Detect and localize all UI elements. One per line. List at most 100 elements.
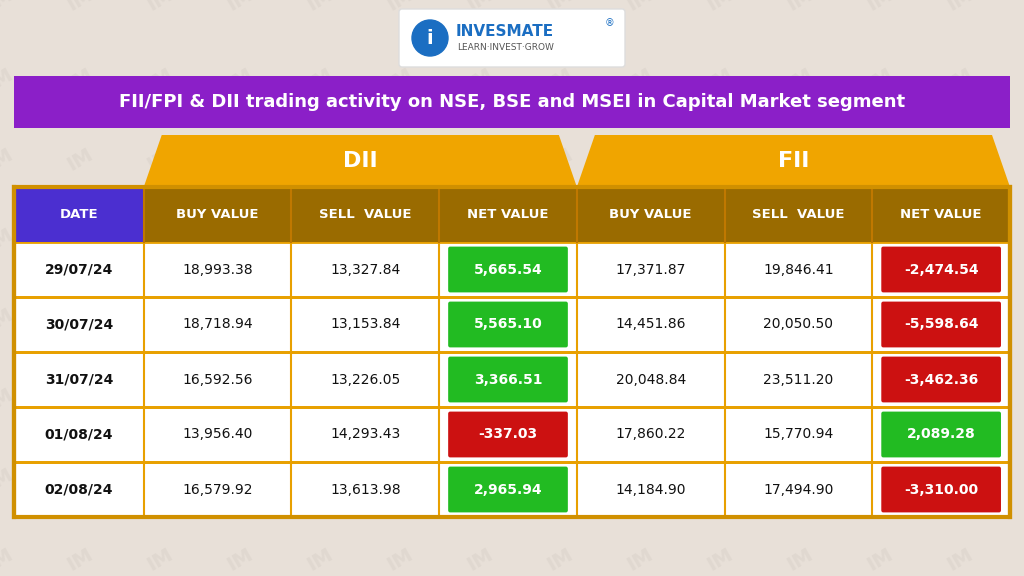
Text: IM: IM bbox=[464, 305, 497, 335]
Text: LEARN·INVEST·GROW: LEARN·INVEST·GROW bbox=[457, 43, 554, 51]
Text: IM: IM bbox=[384, 305, 416, 335]
Text: 01/08/24: 01/08/24 bbox=[45, 427, 113, 441]
Text: IM: IM bbox=[464, 545, 497, 575]
Text: IM: IM bbox=[464, 225, 497, 255]
FancyBboxPatch shape bbox=[882, 467, 1001, 513]
Text: IM: IM bbox=[304, 65, 336, 95]
Text: IM: IM bbox=[143, 65, 176, 95]
Text: BUY VALUE: BUY VALUE bbox=[609, 208, 692, 221]
Text: 2,089.28: 2,089.28 bbox=[907, 427, 976, 441]
Text: IM: IM bbox=[783, 305, 816, 335]
FancyBboxPatch shape bbox=[449, 467, 568, 513]
Text: 13,613.98: 13,613.98 bbox=[330, 483, 400, 497]
Text: IM: IM bbox=[143, 145, 176, 175]
Text: IM: IM bbox=[864, 0, 896, 15]
Text: IM: IM bbox=[464, 385, 497, 415]
Text: SELL  VALUE: SELL VALUE bbox=[753, 208, 845, 221]
Text: IM: IM bbox=[384, 0, 416, 15]
Text: 31/07/24: 31/07/24 bbox=[45, 373, 113, 386]
Text: 19,846.41: 19,846.41 bbox=[763, 263, 834, 276]
Text: IM: IM bbox=[304, 145, 336, 175]
Text: IM: IM bbox=[63, 0, 96, 15]
Text: IM: IM bbox=[783, 225, 816, 255]
Text: IM: IM bbox=[143, 465, 176, 495]
Text: IM: IM bbox=[703, 305, 736, 335]
Text: IM: IM bbox=[63, 465, 96, 495]
Text: IM: IM bbox=[304, 465, 336, 495]
Text: IM: IM bbox=[703, 65, 736, 95]
Text: IM: IM bbox=[944, 65, 976, 95]
Text: IM: IM bbox=[63, 305, 96, 335]
Text: 20,050.50: 20,050.50 bbox=[764, 317, 834, 332]
Text: 14,451.86: 14,451.86 bbox=[615, 317, 686, 332]
Text: IM: IM bbox=[624, 305, 656, 335]
Text: 18,993.38: 18,993.38 bbox=[182, 263, 253, 276]
Text: IM: IM bbox=[864, 385, 896, 415]
Text: IM: IM bbox=[143, 385, 176, 415]
Text: IM: IM bbox=[944, 385, 976, 415]
Text: IM: IM bbox=[143, 225, 176, 255]
FancyBboxPatch shape bbox=[449, 302, 568, 347]
FancyBboxPatch shape bbox=[449, 247, 568, 293]
Text: IM: IM bbox=[703, 385, 736, 415]
Text: IM: IM bbox=[143, 545, 176, 575]
Text: IM: IM bbox=[0, 305, 16, 335]
Text: IM: IM bbox=[63, 385, 96, 415]
Text: IM: IM bbox=[864, 305, 896, 335]
Text: IM: IM bbox=[944, 305, 976, 335]
Text: i: i bbox=[427, 28, 433, 47]
Text: IM: IM bbox=[63, 545, 96, 575]
Text: -3,310.00: -3,310.00 bbox=[904, 483, 978, 497]
Text: IM: IM bbox=[544, 225, 577, 255]
FancyBboxPatch shape bbox=[882, 412, 1001, 457]
FancyBboxPatch shape bbox=[14, 187, 143, 242]
FancyBboxPatch shape bbox=[14, 76, 1010, 128]
Text: 2,965.94: 2,965.94 bbox=[474, 483, 543, 497]
Text: IM: IM bbox=[224, 145, 256, 175]
Text: IM: IM bbox=[624, 465, 656, 495]
Text: 23,511.20: 23,511.20 bbox=[763, 373, 834, 386]
Text: IM: IM bbox=[464, 65, 497, 95]
Text: 02/08/24: 02/08/24 bbox=[45, 483, 113, 497]
Text: 3,366.51: 3,366.51 bbox=[474, 373, 543, 386]
Text: IM: IM bbox=[224, 545, 256, 575]
Text: IM: IM bbox=[944, 0, 976, 15]
Text: 13,226.05: 13,226.05 bbox=[330, 373, 400, 386]
Text: 14,184.90: 14,184.90 bbox=[615, 483, 686, 497]
Polygon shape bbox=[577, 135, 1010, 187]
Text: IM: IM bbox=[624, 0, 656, 15]
Text: IM: IM bbox=[864, 465, 896, 495]
Text: IM: IM bbox=[224, 385, 256, 415]
Text: IM: IM bbox=[703, 0, 736, 15]
Text: IM: IM bbox=[944, 145, 976, 175]
Text: 18,718.94: 18,718.94 bbox=[182, 317, 253, 332]
Text: IM: IM bbox=[783, 0, 816, 15]
Text: 13,153.84: 13,153.84 bbox=[330, 317, 400, 332]
Text: DII: DII bbox=[343, 151, 378, 171]
Text: IM: IM bbox=[0, 385, 16, 415]
Text: INVESMATE: INVESMATE bbox=[456, 24, 554, 39]
Text: IM: IM bbox=[384, 145, 416, 175]
Text: 5,565.10: 5,565.10 bbox=[474, 317, 543, 332]
FancyBboxPatch shape bbox=[14, 407, 1010, 462]
Text: 13,327.84: 13,327.84 bbox=[330, 263, 400, 276]
Text: IM: IM bbox=[624, 545, 656, 575]
FancyBboxPatch shape bbox=[449, 412, 568, 457]
Text: 29/07/24: 29/07/24 bbox=[45, 263, 113, 276]
Text: IM: IM bbox=[703, 145, 736, 175]
FancyBboxPatch shape bbox=[882, 247, 1001, 293]
Text: IM: IM bbox=[544, 305, 577, 335]
Text: IM: IM bbox=[783, 65, 816, 95]
Text: IM: IM bbox=[224, 65, 256, 95]
Text: IM: IM bbox=[864, 225, 896, 255]
FancyBboxPatch shape bbox=[882, 357, 1001, 403]
Text: IM: IM bbox=[944, 225, 976, 255]
Text: IM: IM bbox=[224, 305, 256, 335]
Text: 16,592.56: 16,592.56 bbox=[182, 373, 253, 386]
FancyBboxPatch shape bbox=[399, 9, 625, 67]
Text: IM: IM bbox=[864, 65, 896, 95]
Text: -3,462.36: -3,462.36 bbox=[904, 373, 978, 386]
Text: IM: IM bbox=[384, 545, 416, 575]
FancyBboxPatch shape bbox=[14, 187, 1010, 242]
Text: IM: IM bbox=[384, 385, 416, 415]
